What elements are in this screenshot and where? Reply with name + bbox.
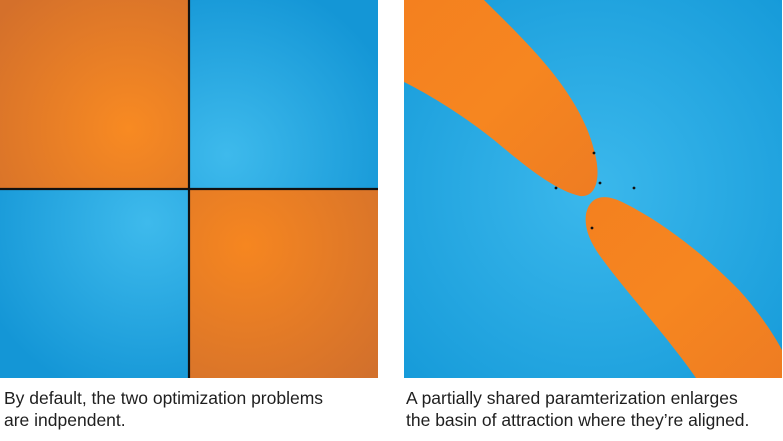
quadrant-bottom-right-orange <box>189 189 378 378</box>
quadrant-top-right-blue <box>189 0 378 189</box>
orange-lobe-lower-right <box>585 197 782 378</box>
basin-plot-independent <box>0 0 378 378</box>
quadrant-bottom-left-blue <box>0 189 189 378</box>
caption-line: the basin of attraction where they’re al… <box>406 410 750 430</box>
caption-line: A partially shared paramterization enlar… <box>406 388 738 408</box>
basin-plot-shared <box>404 0 782 378</box>
quadrant-top-left-orange <box>0 0 189 189</box>
caption-line: are indpendent. <box>4 410 126 430</box>
boundary-speck <box>632 186 636 190</box>
boundary-speck <box>592 151 596 155</box>
boundary-speck <box>598 181 602 185</box>
basin-plot-independent-svg <box>0 0 378 378</box>
boundary-speck <box>554 186 558 190</box>
boundary-speck <box>590 226 594 230</box>
caption-shared: A partially shared paramterization enlar… <box>406 387 749 431</box>
orange-lobe-upper-left <box>404 0 598 197</box>
caption-line: By default, the two optimization problem… <box>4 388 324 408</box>
basin-plot-shared-svg <box>404 0 782 378</box>
caption-independent: By default, the two optimization problem… <box>4 387 323 431</box>
